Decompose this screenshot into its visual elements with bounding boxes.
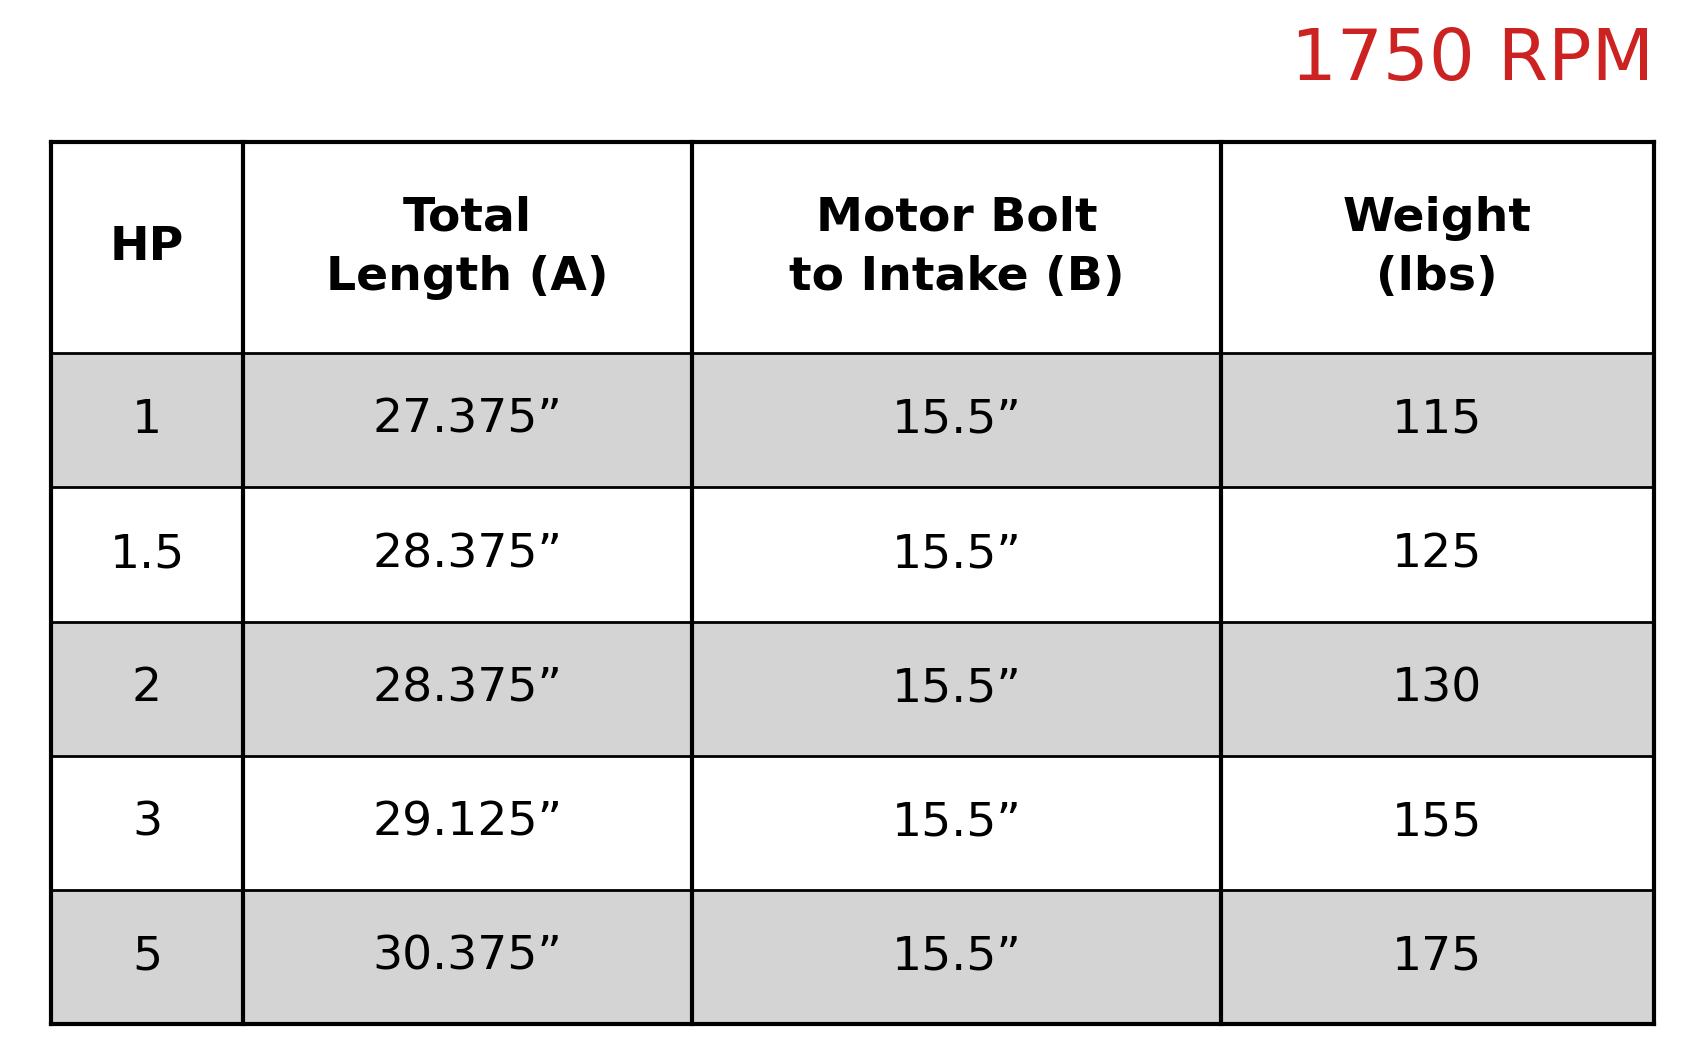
Text: 1750 RPM: 1750 RPM xyxy=(1291,26,1654,96)
Text: 15.5”: 15.5” xyxy=(892,800,1021,845)
Text: Total
Length (A): Total Length (A) xyxy=(326,195,609,299)
Text: 28.375”: 28.375” xyxy=(373,532,563,578)
Text: 125: 125 xyxy=(1392,532,1482,578)
Text: 30.375”: 30.375” xyxy=(373,934,563,980)
Text: 15.5”: 15.5” xyxy=(892,934,1021,980)
Text: 130: 130 xyxy=(1392,666,1482,711)
Text: 29.125”: 29.125” xyxy=(373,800,563,845)
Text: 2: 2 xyxy=(132,666,163,711)
Text: Motor Bolt
to Intake (B): Motor Bolt to Intake (B) xyxy=(789,195,1124,299)
Text: 15.5”: 15.5” xyxy=(892,666,1021,711)
Text: 5: 5 xyxy=(132,934,163,980)
Text: 1: 1 xyxy=(132,398,163,443)
Text: 155: 155 xyxy=(1392,800,1482,845)
Text: Weight
(lbs): Weight (lbs) xyxy=(1343,195,1531,299)
Text: 28.375”: 28.375” xyxy=(373,666,563,711)
Text: HP: HP xyxy=(110,225,185,270)
Text: 3: 3 xyxy=(132,800,163,845)
Text: 175: 175 xyxy=(1392,934,1482,980)
Text: 15.5”: 15.5” xyxy=(892,532,1021,578)
Text: 15.5”: 15.5” xyxy=(892,398,1021,443)
Text: 115: 115 xyxy=(1392,398,1482,443)
Text: 27.375”: 27.375” xyxy=(373,398,563,443)
Text: 1.5: 1.5 xyxy=(110,532,185,578)
